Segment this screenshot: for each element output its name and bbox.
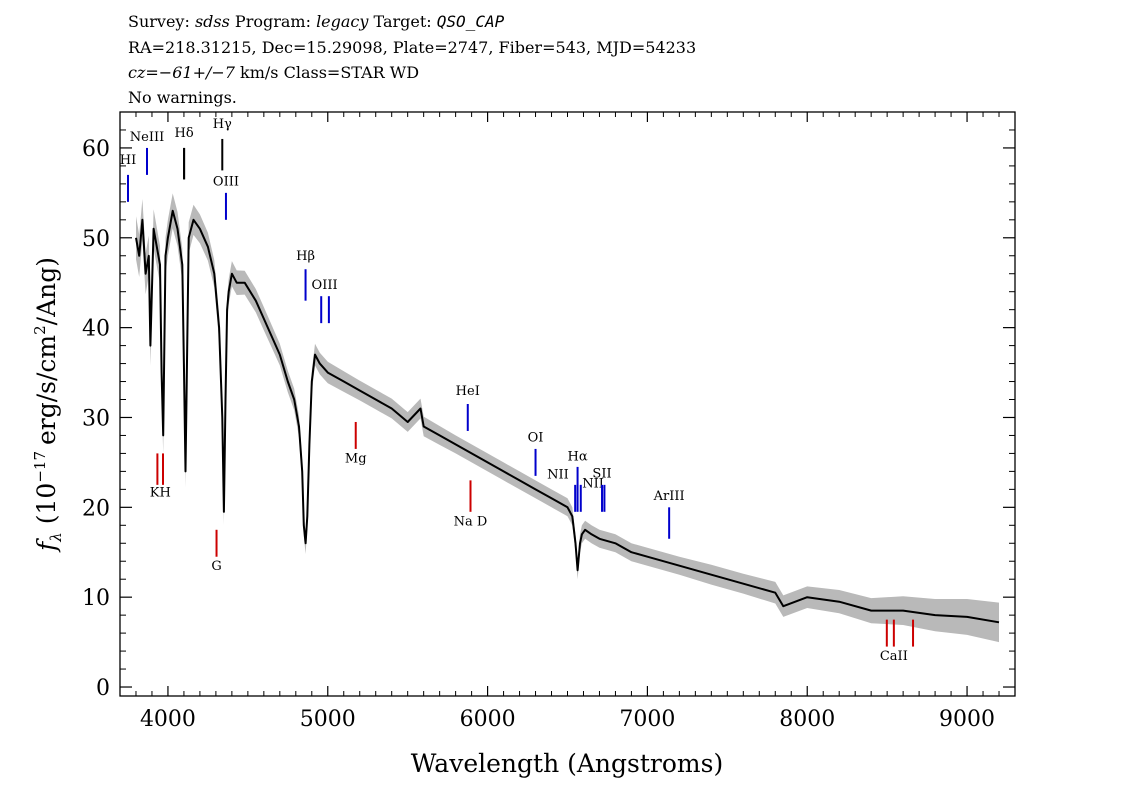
y-label-sq: 2 [31, 325, 49, 335]
absorption-line-label: CaII [880, 649, 908, 664]
header-line-1: Survey: sdss Program: legacy Target: QSO… [128, 12, 504, 31]
x-tick-label: 9000 [939, 707, 995, 732]
y-label-units: erg/s/cm [32, 335, 61, 445]
y-tick-label: 20 [82, 496, 110, 521]
y-tick-label: 60 [82, 137, 110, 162]
emission-line-label: HI [120, 153, 136, 168]
y-tick-label: 50 [82, 227, 110, 252]
program-label: Program: [234, 12, 311, 31]
emission-line-label: ArIII [653, 489, 685, 504]
emission-line-label: Hβ [296, 249, 315, 264]
header-line-3: cz=−61+/−7 km/s Class=STAR WD [128, 63, 419, 82]
error-band-layer [136, 193, 999, 643]
y-axis-label: fλ (10−17 erg/s/cm2/Ang) [31, 257, 65, 553]
cz-label: cz= [128, 63, 159, 82]
program-value: legacy [316, 12, 369, 31]
y-label-tail: /Ang) [32, 257, 61, 325]
emission-line-label: SII [592, 467, 611, 482]
x-tick-label: 5000 [300, 707, 356, 732]
header-line-2: RA=218.31215, Dec=15.29098, Plate=2747, … [128, 38, 697, 57]
absorption-line-label: Na D [454, 514, 488, 529]
absorption-line-label: KH [150, 486, 171, 501]
y-tick-label: 10 [82, 586, 110, 611]
absorption-line-label: G [211, 559, 221, 574]
axis-layer: 4000 5000 6000 7000 8000 9000 0 10 20 30 40 50 60 [82, 112, 1016, 732]
x-axis-label: Wavelength (Angstroms) [411, 749, 723, 778]
target-value: QSO_CAP [436, 12, 505, 31]
survey-label: Survey: [128, 12, 190, 31]
emission-line-label: HeI [456, 384, 480, 399]
emission-line-label: OIII [312, 278, 338, 293]
emission-line-label: NII [547, 468, 569, 483]
y-label-paren: (10 [32, 483, 61, 525]
header-line-4: No warnings. [128, 88, 237, 107]
absorption-line-label: Hδ [175, 126, 194, 141]
y-tick-label: 30 [82, 406, 110, 431]
absorption-line-label: Hγ [213, 117, 232, 132]
error-band [136, 193, 999, 643]
survey-value: sdss [194, 12, 230, 31]
flux-series-layer [135, 209, 1000, 624]
y-label-sub: λ [47, 532, 65, 543]
cz-unit-class: km/s Class=STAR WD [240, 63, 420, 82]
emission-line-label: OI [528, 431, 544, 446]
x-tick-label: 4000 [140, 707, 196, 732]
y-tick-label: 0 [96, 676, 110, 701]
x-tick-label: 6000 [460, 707, 516, 732]
x-tick-label: 8000 [779, 707, 835, 732]
cz-value: −61+/−7 [158, 63, 235, 82]
emission-line-label: NeIII [130, 130, 164, 145]
y-label-exp: −17 [31, 451, 49, 483]
flux-series-line [135, 209, 1000, 624]
target-label: Target: [373, 12, 432, 31]
line-markers-layer: HINeIIIOIIIHβOIIIHeIOINIIHαNIISIIArIIIKH… [120, 117, 915, 664]
emission-line-label: Hα [568, 450, 588, 465]
y-tick-label: 40 [82, 317, 110, 342]
emission-line-label: OIII [213, 175, 239, 190]
absorption-line-label: Mg [345, 451, 367, 466]
y-label-symbol: f [32, 538, 61, 553]
x-tick-label: 7000 [619, 707, 675, 732]
emission-line-label: NII [582, 477, 604, 492]
